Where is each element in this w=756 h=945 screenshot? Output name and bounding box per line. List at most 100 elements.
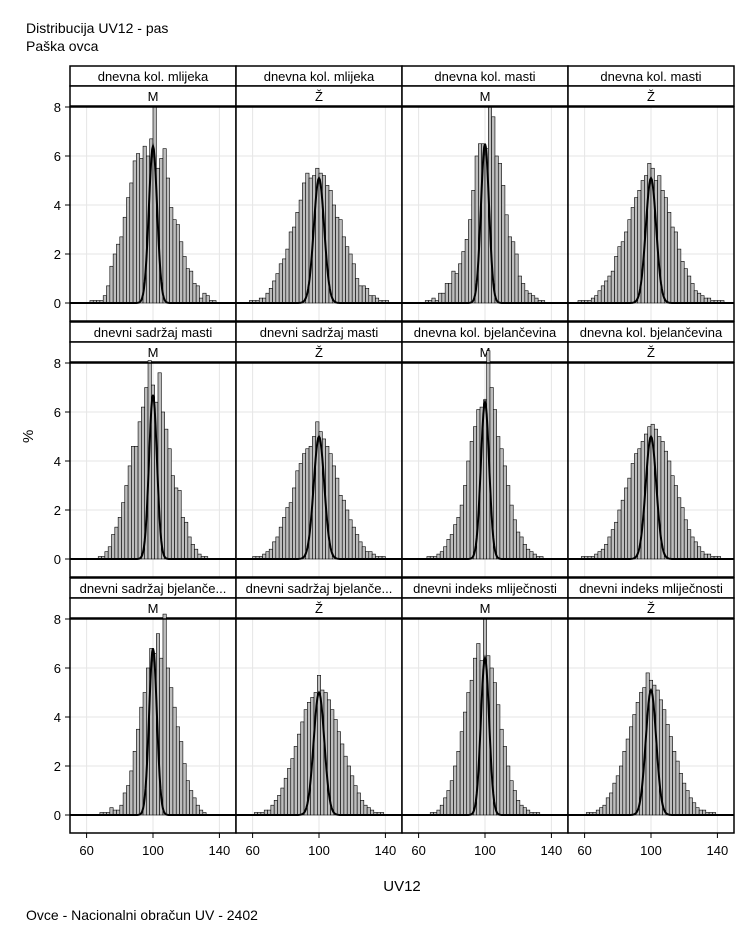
histogram-bar xyxy=(169,207,174,304)
histogram-bar xyxy=(448,283,453,304)
histogram-bar xyxy=(175,224,180,304)
histogram-bar xyxy=(162,148,167,304)
histogram-bar xyxy=(622,750,627,816)
histogram-bar xyxy=(358,285,363,304)
histogram-bar xyxy=(617,246,622,304)
histogram-bar xyxy=(617,509,622,560)
histogram-bar xyxy=(365,287,370,304)
strip-label-trait: dnevni sadržaj masti xyxy=(260,325,379,340)
histogram-bar xyxy=(615,775,620,816)
histogram-bar xyxy=(350,775,355,816)
histogram-bar xyxy=(205,295,210,304)
histogram-bar xyxy=(114,526,119,560)
histogram-bar xyxy=(619,765,624,816)
strip-label-trait: dnevna kol. bjelančevina xyxy=(580,325,723,340)
histogram-bar xyxy=(458,263,463,304)
histogram-bar xyxy=(129,182,134,304)
histogram-bar xyxy=(677,248,682,304)
histogram-bar xyxy=(162,613,167,816)
histogram-bar xyxy=(439,551,444,560)
y-tick-label: 8 xyxy=(54,356,61,371)
strip-label-trait: dnevna kol. bjelančevina xyxy=(414,325,557,340)
histogram-bar xyxy=(371,295,376,304)
histogram-bar xyxy=(285,507,290,560)
histogram-bar xyxy=(106,285,111,304)
histogram-bar xyxy=(441,292,446,304)
x-tick-label: 60 xyxy=(577,843,591,858)
histogram-bar xyxy=(662,709,667,816)
histogram-bar xyxy=(185,780,190,816)
histogram-bar xyxy=(456,750,461,816)
histogram-bar xyxy=(446,790,451,816)
histogram-bar xyxy=(499,728,504,816)
histogram-bar xyxy=(136,153,141,304)
histogram-bar xyxy=(190,543,195,560)
strip-label-sex: Ž xyxy=(647,601,655,616)
y-tick-label: 0 xyxy=(54,552,61,567)
histogram-bar xyxy=(270,804,275,816)
histogram-bar xyxy=(275,536,280,560)
histogram-bar xyxy=(368,551,373,560)
histogram-bar xyxy=(663,450,668,560)
histogram-bar xyxy=(131,445,136,560)
histogram-bar xyxy=(104,551,109,560)
histogram-bar xyxy=(607,275,612,304)
histogram-bar xyxy=(443,797,448,816)
histogram-bar xyxy=(670,475,675,560)
histogram-bar xyxy=(668,736,673,816)
histogram-bar xyxy=(512,519,517,560)
histogram-bar xyxy=(688,797,693,816)
histogram-bar xyxy=(292,487,297,560)
histogram-bar xyxy=(614,256,619,304)
histogram-bar xyxy=(519,536,524,560)
histogram-bar xyxy=(607,536,612,560)
histogram-bar xyxy=(288,231,293,304)
histogram-bar xyxy=(172,219,177,304)
histogram-bar xyxy=(189,270,194,304)
histogram-bar xyxy=(124,485,129,560)
histogram-bar xyxy=(690,283,695,304)
y-tick-label: 0 xyxy=(54,808,61,823)
histogram-bar xyxy=(179,241,184,304)
histogram-bar xyxy=(341,236,346,304)
histogram-bar xyxy=(605,797,610,816)
normal-curve xyxy=(236,690,402,816)
histogram-bar xyxy=(697,546,702,560)
histogram-bar xyxy=(152,106,157,304)
histogram-bar xyxy=(695,807,700,816)
histogram-bar xyxy=(672,750,677,816)
histogram-bar xyxy=(355,278,360,304)
normal-curve xyxy=(568,434,734,560)
histogram-bar xyxy=(330,709,335,816)
histogram-bar xyxy=(464,239,469,304)
histogram-bar xyxy=(629,726,634,816)
y-tick-label: 4 xyxy=(54,198,61,213)
histogram-bar xyxy=(527,292,532,304)
histogram-bar xyxy=(597,551,602,560)
histogram-bar xyxy=(300,721,305,816)
histogram-bar xyxy=(667,212,672,304)
histogram-bar xyxy=(107,546,112,560)
histogram-bar xyxy=(345,246,350,304)
histogram-bar xyxy=(514,253,519,304)
x-tick-label: 60 xyxy=(411,843,425,858)
histogram-bar xyxy=(456,517,461,560)
strip-label-sex: M xyxy=(148,345,159,360)
strip-label-trait: dnevni sadržaj bjelanče... xyxy=(246,581,393,596)
strip-label-trait: dnevna kol. mlijeka xyxy=(264,69,375,84)
histogram-bar xyxy=(632,714,637,816)
histogram-bar xyxy=(597,290,602,304)
histogram-bar xyxy=(278,526,283,560)
histogram-bar xyxy=(361,285,366,304)
strip-label-sex: Ž xyxy=(315,89,323,104)
histogram-bar xyxy=(599,807,604,816)
normal-curve xyxy=(568,175,734,304)
histogram-bar xyxy=(507,236,512,304)
histogram-bar xyxy=(177,490,182,560)
histogram-bar xyxy=(516,531,521,560)
histogram-bar xyxy=(509,780,514,816)
normal-curve xyxy=(402,654,568,816)
histogram-bar xyxy=(526,548,531,560)
y-tick-label: 4 xyxy=(54,454,61,469)
